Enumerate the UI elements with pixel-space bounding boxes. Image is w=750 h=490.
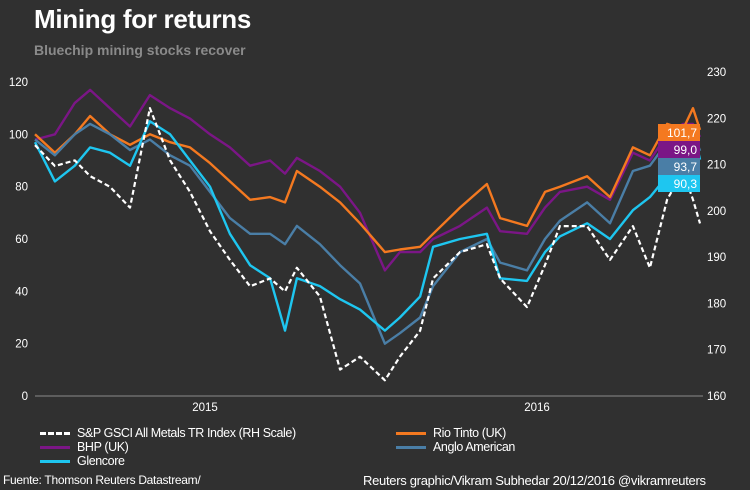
y-right-tick-label: 230 [707, 67, 726, 79]
y-left-tick-label: 120 [9, 77, 28, 89]
x-tick-label: 2016 [524, 402, 550, 414]
y-left-tick-label: 100 [9, 129, 28, 141]
series-line-s-p-gsci-all-metals-tr-index-rh-scale [34, 107, 702, 382]
legend-swatch-anglo-american [396, 445, 426, 449]
y-right-tick-label: 160 [707, 391, 726, 403]
end-value-box [658, 175, 700, 192]
source-note: Fuente: Thomson Reuters Datastream/ [3, 473, 201, 487]
series-line-rio-tinto-uk [34, 107, 702, 254]
legend-swatch-rio-tinto [396, 431, 426, 435]
y-right-tick-label: 200 [707, 206, 726, 218]
end-value-label: 101,7 [667, 126, 697, 140]
y-right-tick-label: 180 [707, 298, 726, 310]
legend-item-anglo-american: Anglo American [396, 440, 515, 454]
y-right-tick-label: 210 [707, 160, 726, 172]
y-right-tick-label: 170 [707, 345, 726, 357]
legend-swatch-gsci [40, 431, 70, 435]
legend-swatch-glencore [40, 459, 70, 463]
y-left-tick-label: 20 [15, 339, 28, 351]
legend-item-bhp: BHP (UK) [40, 440, 129, 454]
y-left-tick-label: 60 [15, 234, 28, 246]
legend-item-gsci: S&P GSCI All Metals TR Index (RH Scale) [40, 426, 296, 440]
y-right-tick-label: 190 [707, 252, 726, 264]
y-left-tick-label: 80 [15, 182, 28, 194]
x-tick-label: 2015 [192, 402, 218, 414]
y-left-tick-label: 0 [22, 391, 28, 403]
end-value-box [658, 141, 700, 158]
credit-note: Reuters graphic/Vikram Subhedar 20/12/20… [363, 473, 706, 488]
y-right-tick-label: 220 [707, 113, 726, 125]
legend-label: Rio Tinto (UK) [433, 426, 506, 440]
chart-subtitle: Bluechip mining stocks recover [34, 42, 246, 58]
end-value-label: 99,0 [674, 143, 698, 157]
series-line-anglo-american [34, 122, 702, 345]
legend-label: BHP (UK) [77, 440, 129, 454]
legend-item-glencore: Glencore [40, 454, 125, 468]
chart-title: Mining for returns [34, 4, 252, 34]
series-line-bhp-uk [34, 88, 702, 272]
legend-swatch-bhp [40, 445, 70, 449]
end-value-box [658, 124, 700, 141]
end-value-box [658, 158, 700, 175]
legend-label: S&P GSCI All Metals TR Index (RH Scale) [77, 426, 296, 440]
legend-label: Glencore [77, 454, 125, 468]
legend-item-rio-tinto: Rio Tinto (UK) [396, 426, 506, 440]
end-value-label: 93,7 [674, 160, 698, 174]
end-value-label: 90,3 [674, 177, 698, 191]
y-left-tick-label: 40 [15, 286, 28, 298]
legend-label: Anglo American [433, 440, 515, 454]
